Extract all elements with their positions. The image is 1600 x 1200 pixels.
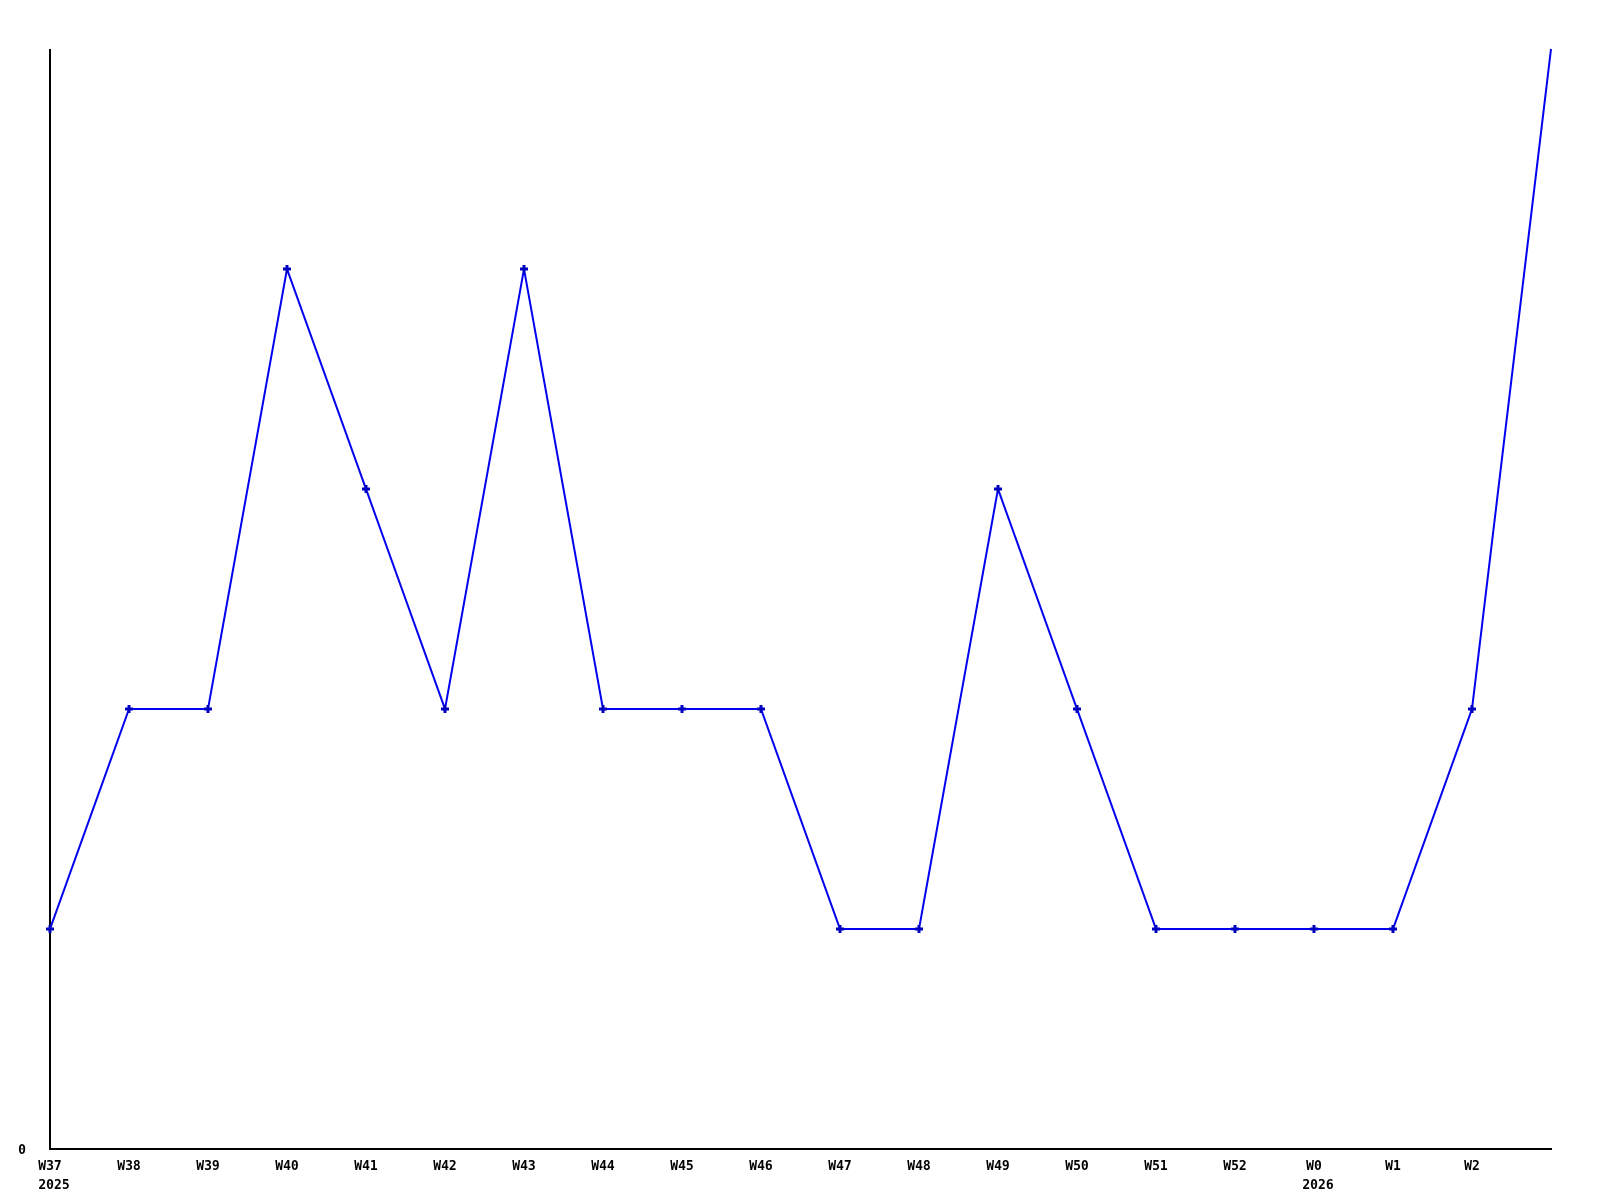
data-point-marker [1231,925,1239,933]
data-point-marker [283,265,291,273]
data-point-marker [46,925,54,933]
x-axis-tick-label: W46 [749,1159,773,1174]
x-axis-tick-label: W47 [828,1159,851,1174]
x-axis-tick-label: W37 [38,1159,61,1174]
data-point-marker [994,485,1002,493]
x-axis-tick-label: W49 [986,1159,1009,1174]
data-point-marker [1152,925,1160,933]
data-point-marker [520,265,528,273]
x-axis-tick-label: W2 [1464,1159,1480,1174]
series [46,48,1552,933]
data-point-marker [204,705,212,713]
x-axis-tick-label: W39 [196,1159,219,1174]
series-line [49,48,1552,930]
data-point-marker [836,925,844,933]
data-point-marker [1468,705,1476,713]
axes [49,49,1552,1150]
x-axis-tick-label: W40 [275,1159,299,1174]
x-axis-tick-label: W45 [670,1159,693,1174]
x-axis-tick-label: W51 [1144,1159,1168,1174]
data-point-marker [915,925,923,933]
x-axis-tick-label: W52 [1223,1159,1246,1174]
data-point-marker [1073,705,1081,713]
x-axis-year-label: 2025 [38,1178,69,1193]
data-point-marker [441,705,449,713]
data-point-marker [757,705,765,713]
x-axis-tick-label: W43 [512,1159,535,1174]
data-point-marker [1389,925,1397,933]
data-point-marker [1310,925,1318,933]
data-point-marker [678,705,686,713]
data-point-marker [599,705,607,713]
x-axis-tick-label: W1 [1385,1159,1401,1174]
y-axis-tick-label: 0 [18,1143,26,1158]
x-axis-tick-label: W0 [1306,1159,1322,1174]
data-point-marker [125,705,133,713]
x-axis-tick-label: W44 [591,1159,615,1174]
x-axis-tick-label: W41 [354,1159,378,1174]
x-axis-tick-label: W50 [1065,1159,1089,1174]
x-axis-year-label: 2026 [1302,1178,1333,1193]
x-axis-tick-label: W38 [117,1159,141,1174]
axis-labels: 0 W37 W38 W39 W40 W41 W42 W43 W44 W45 W46 W47 W48 W49… [18,1143,1480,1193]
data-point-marker [362,485,370,493]
x-axis-tick-label: W48 [907,1159,931,1174]
x-axis-tick-label: W42 [433,1159,456,1174]
